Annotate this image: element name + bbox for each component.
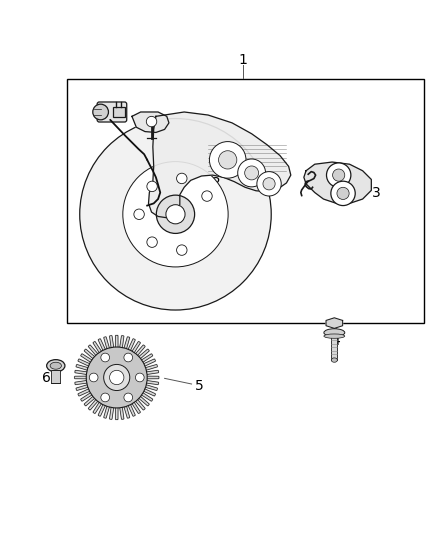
Polygon shape xyxy=(304,162,371,204)
Circle shape xyxy=(147,237,157,247)
Text: 5: 5 xyxy=(195,379,204,393)
Text: 4: 4 xyxy=(331,334,340,349)
Circle shape xyxy=(257,172,281,196)
Ellipse shape xyxy=(331,358,337,362)
Circle shape xyxy=(166,205,185,224)
Circle shape xyxy=(238,159,265,187)
Ellipse shape xyxy=(324,329,345,336)
Circle shape xyxy=(147,181,157,192)
Circle shape xyxy=(177,245,187,255)
Polygon shape xyxy=(132,112,169,133)
Circle shape xyxy=(123,161,228,267)
Text: 2: 2 xyxy=(212,176,221,190)
FancyBboxPatch shape xyxy=(97,102,127,122)
Circle shape xyxy=(177,173,187,184)
Ellipse shape xyxy=(324,334,345,338)
Circle shape xyxy=(135,373,144,382)
Text: 1: 1 xyxy=(239,53,247,67)
Circle shape xyxy=(245,166,258,180)
Circle shape xyxy=(89,373,98,382)
Bar xyxy=(113,107,125,117)
Text: 3: 3 xyxy=(372,185,381,199)
Circle shape xyxy=(101,393,110,402)
Circle shape xyxy=(209,142,246,178)
Bar xyxy=(331,335,337,360)
Circle shape xyxy=(331,181,355,206)
Circle shape xyxy=(124,353,133,362)
Circle shape xyxy=(86,347,147,408)
Circle shape xyxy=(146,116,157,127)
Circle shape xyxy=(337,187,349,199)
Circle shape xyxy=(263,177,275,190)
Ellipse shape xyxy=(50,362,61,369)
Circle shape xyxy=(202,191,212,201)
Circle shape xyxy=(124,393,133,402)
Circle shape xyxy=(219,151,237,169)
Polygon shape xyxy=(326,318,343,328)
Circle shape xyxy=(101,353,110,362)
Text: 6: 6 xyxy=(42,372,51,385)
Circle shape xyxy=(110,370,124,385)
Circle shape xyxy=(332,169,345,181)
Bar xyxy=(51,370,60,383)
Circle shape xyxy=(326,163,351,187)
Circle shape xyxy=(134,209,144,220)
Polygon shape xyxy=(74,335,159,419)
Bar xyxy=(67,79,424,323)
Circle shape xyxy=(93,104,109,120)
Ellipse shape xyxy=(47,360,65,372)
Polygon shape xyxy=(148,112,291,218)
Circle shape xyxy=(80,118,271,310)
Circle shape xyxy=(104,365,130,391)
Circle shape xyxy=(156,195,194,233)
